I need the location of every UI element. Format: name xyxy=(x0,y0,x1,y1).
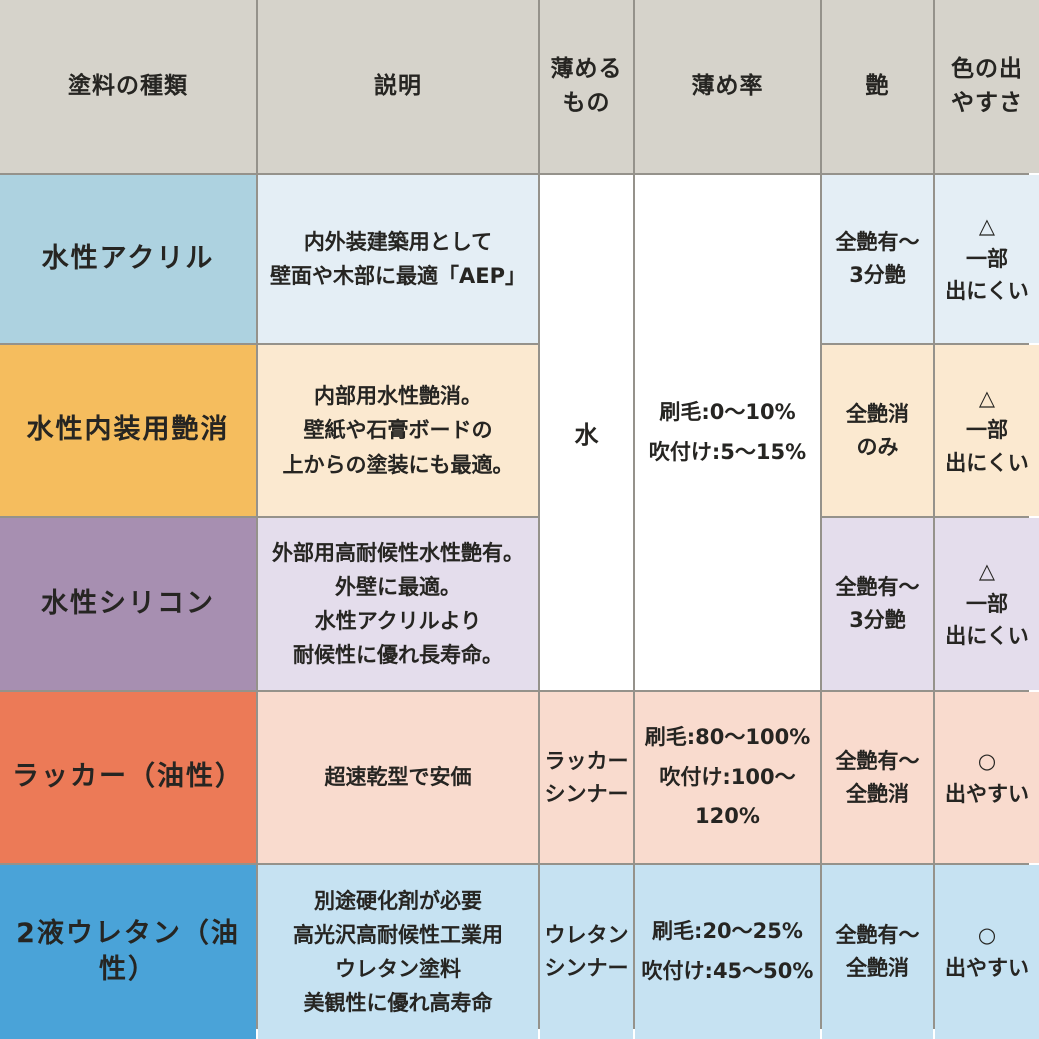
description-cell: 外部用高耐候性水性艶有。 外壁に最適。 水性アクリルより 耐候性に優れ長寿命。 xyxy=(258,518,538,690)
header-description: 説明 xyxy=(258,0,538,173)
paint-name-cell: 水性内装用艶消 xyxy=(0,345,256,516)
paint-name-cell: ラッカー（油性） xyxy=(0,692,256,863)
header-thinner: 薄める もの xyxy=(540,0,633,173)
color-ease-cell: ○ 出やすい xyxy=(935,692,1039,863)
dilution-cell-water-merged: 刷毛:0～10% 吹付け:5～15% xyxy=(635,175,820,690)
gloss-cell: 全艶有～ 3分艶 xyxy=(822,175,933,343)
color-ease-cell: △ 一部 出にくい xyxy=(935,518,1039,690)
gloss-cell: 全艶有～ 全艶消 xyxy=(822,692,933,863)
dilution-cell: 刷毛:80～100% 吹付け:100～120% xyxy=(635,692,820,863)
paint-name-cell: 2液ウレタン（油性） xyxy=(0,865,256,1039)
gloss-cell: 全艶有～ 3分艶 xyxy=(822,518,933,690)
paint-name-cell: 水性シリコン xyxy=(0,518,256,690)
gloss-cell: 全艶消 のみ xyxy=(822,345,933,516)
color-ease-cell: △ 一部 出にくい xyxy=(935,175,1039,343)
description-cell: 内外装建築用として 壁面や木部に最適「AEP」 xyxy=(258,175,538,343)
description-cell: 内部用水性艶消。 壁紙や石膏ボードの 上からの塗装にも最適。 xyxy=(258,345,538,516)
thinner-cell: ラッカー シンナー xyxy=(540,692,633,863)
color-ease-cell: ○ 出やすい xyxy=(935,865,1039,1039)
thinner-cell-water-merged: 水 xyxy=(540,175,633,690)
color-ease-cell: △ 一部 出にくい xyxy=(935,345,1039,516)
header-gloss: 艶 xyxy=(822,0,933,173)
header-paint-type: 塗料の種類 xyxy=(0,0,256,173)
description-cell: 超速乾型で安価 xyxy=(258,692,538,863)
description-cell: 別途硬化剤が必要 高光沢高耐候性工業用 ウレタン塗料 美観性に優れ高寿命 xyxy=(258,865,538,1039)
gloss-cell: 全艶有～ 全艶消 xyxy=(822,865,933,1039)
header-dilution-rate: 薄め率 xyxy=(635,0,820,173)
thinner-cell: ウレタン シンナー xyxy=(540,865,633,1039)
paint-name-cell: 水性アクリル xyxy=(0,175,256,343)
dilution-cell: 刷毛:20～25% 吹付け:45～50% xyxy=(635,865,820,1039)
header-color-ease: 色の出 やすさ xyxy=(935,0,1039,173)
